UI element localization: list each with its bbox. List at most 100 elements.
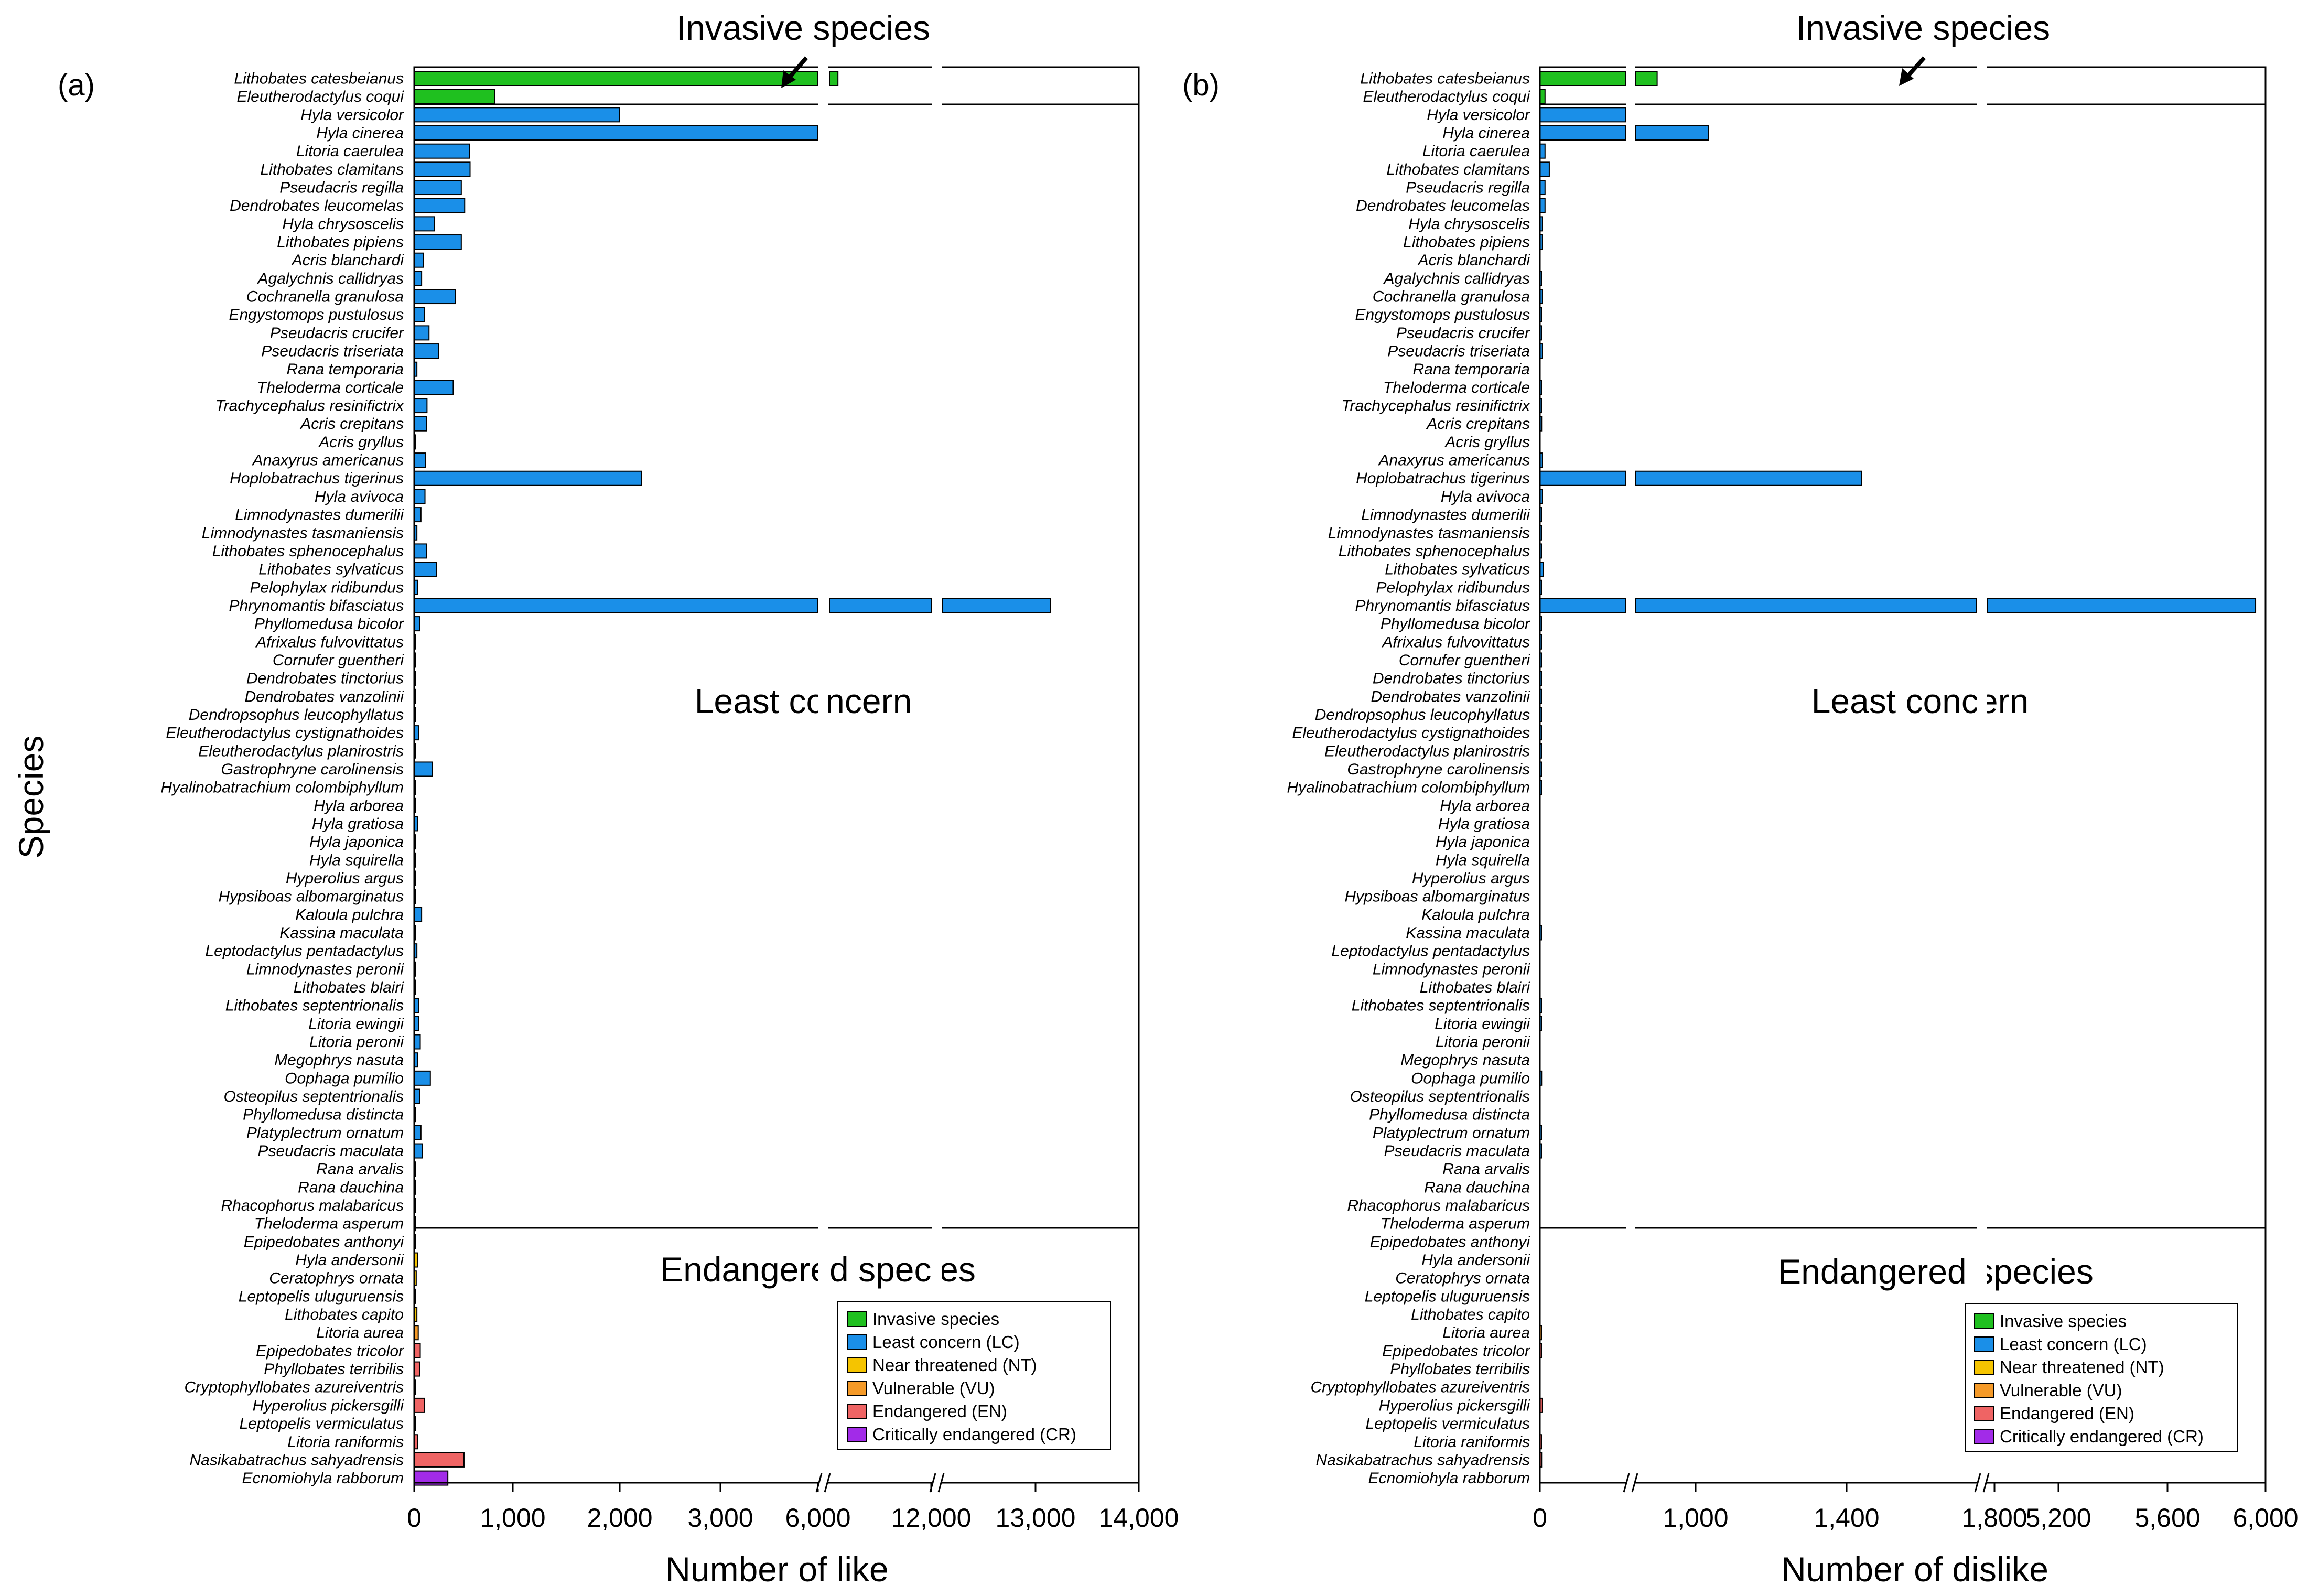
category-label: Pelophylax ridibundus <box>250 579 404 596</box>
category-label: Theloderma asperum <box>1381 1215 1530 1233</box>
x-tick-label: 3,000 <box>687 1503 753 1533</box>
category-label: Ceratophrys ornata <box>269 1270 404 1287</box>
legend-b-frame <box>1965 1303 2238 1452</box>
x-tick-label: 6,000 <box>785 1503 850 1533</box>
bar <box>414 562 437 577</box>
axis-break-gap <box>1977 63 1987 1489</box>
category-label: Cryptophyllobates azureiventris <box>1310 1379 1530 1396</box>
legend-label: Invasive species <box>2000 1311 2127 1331</box>
category-label: Nasikabatrachus sahyadrensis <box>1315 1451 1530 1469</box>
category-label: Anaxyrus americanus <box>1378 452 1530 469</box>
panel-b-endangered-heading: Endangered species <box>1778 1252 2094 1291</box>
category-label: Ecnomiohyla rabborum <box>1368 1470 1530 1487</box>
x-tick-label: 12,000 <box>891 1503 972 1533</box>
category-label: Hyperolius argus <box>1412 870 1530 887</box>
category-label: Leptopelis uluguruensis <box>239 1288 404 1305</box>
category-label: Oophaga pumilio <box>285 1070 404 1087</box>
category-label: Limnodynastes dumerilii <box>1361 506 1530 524</box>
legend-label: Vulnerable (VU) <box>2000 1381 2122 1400</box>
category-label: Hyla andersonii <box>295 1252 404 1269</box>
axis-break-gap <box>932 63 942 1489</box>
panel-b-x-axis-title: Number of dislike <box>1781 1550 2048 1589</box>
category-label: Litoria aurea <box>316 1324 404 1342</box>
category-label: Eleutherodactylus cystignathoides <box>1292 725 1530 742</box>
x-tick-label: 1,800 <box>1961 1503 2027 1533</box>
category-label: Platyplectrum ornatum <box>246 1124 404 1141</box>
axis-break-mark <box>1631 1473 1638 1493</box>
panel-a-bars <box>414 71 1051 1486</box>
bar <box>414 398 428 414</box>
legend: Invasive species Least concern (LC) Near t… <box>837 1301 1111 1450</box>
bar <box>414 89 495 104</box>
bar <box>414 1143 423 1159</box>
legend-label: Endangered (EN) <box>872 1401 1007 1421</box>
panel-b-frame <box>1539 66 2267 1484</box>
legend-swatch <box>1974 1360 1994 1375</box>
bar <box>414 289 456 305</box>
category-label: Acris crepitans <box>1426 415 1530 433</box>
category-label: Engystomops pustulosus <box>1355 306 1530 323</box>
bar <box>414 1361 420 1377</box>
panel-b-category-labels: Lithobates catesbeianus Eleutherodactylus… <box>1287 70 1530 1487</box>
bar <box>414 325 430 341</box>
category-label: Hyla arborea <box>314 797 404 814</box>
category-label: Phyllomedusa bicolor <box>1381 616 1530 633</box>
category-label: Pseudacris maculata <box>1384 1142 1530 1160</box>
legend-label: Invasive species <box>872 1309 999 1329</box>
category-label: Lithobates clamitans <box>261 161 404 178</box>
category-label: Agalychnis callidryas <box>1383 270 1530 287</box>
category-label: Megophrys nasuta <box>1400 1052 1530 1069</box>
category-label: Litoria raniformis <box>1414 1433 1530 1451</box>
bar <box>414 489 426 504</box>
category-label: Nasikabatrachus sahyadrensis <box>189 1451 404 1469</box>
panel-a: (a) Invasive species Least concern Endan… <box>58 8 1179 1589</box>
bar <box>414 507 422 523</box>
category-label: Limnodynastes tasmaniensis <box>1328 524 1530 542</box>
axis-break-mark <box>1982 1473 1990 1493</box>
category-label: Hyla cinerea <box>1442 125 1530 142</box>
category-label: Pelophylax ridibundus <box>1376 579 1530 596</box>
bar <box>414 216 435 232</box>
category-label: Litoria peronii <box>309 1033 404 1051</box>
legend-label: Near threatened (NT) <box>2000 1357 2164 1377</box>
category-label: Hyla squirella <box>1436 851 1530 869</box>
panel-a-x-ticks: 0 1,000 2,000 3,000 6,000 12,000 13,000 14,000 <box>407 1483 1179 1533</box>
axis-break-mark <box>815 1473 823 1493</box>
category-label: Acris blanchardi <box>291 252 405 269</box>
category-label: Acris blanchardi <box>1417 252 1531 269</box>
category-label: Hyla andersonii <box>1421 1252 1530 1269</box>
category-label: Phyllobates terribilis <box>264 1361 404 1378</box>
panel-a-endangered-heading: Endangered species <box>660 1250 976 1289</box>
x-tick-label: 6,000 <box>2232 1503 2298 1533</box>
category-label: Lithobates blairi <box>294 979 404 996</box>
category-label: Litoria ewingii <box>308 1015 404 1032</box>
category-label: Limnodynastes peronii <box>1373 961 1531 978</box>
category-label: Ecnomiohyla rabborum <box>242 1470 404 1487</box>
category-label: Litoria peronii <box>1436 1033 1530 1051</box>
panel-a-least-concern-heading: Least concern <box>695 682 912 720</box>
axis-break-mark <box>824 1473 831 1493</box>
x-tick-label: 14,000 <box>1099 1503 1179 1533</box>
category-label: Pseudacris regilla <box>279 179 404 197</box>
category-label: Hyla avivoca <box>315 488 404 505</box>
category-label: Litoria aurea <box>1442 1324 1530 1342</box>
category-label: Hyla versicolor <box>300 106 404 124</box>
category-label: Leptodactylus pentadactylus <box>205 943 404 960</box>
bar <box>414 1452 465 1468</box>
category-label: Lithobates catesbeianus <box>1360 70 1530 88</box>
legend-swatch <box>1974 1406 1994 1421</box>
panel-a-label: (a) <box>58 68 95 102</box>
category-label: Hyla japonica <box>309 834 404 851</box>
legend-swatch <box>847 1381 867 1396</box>
x-tick-label: 2,000 <box>587 1503 652 1533</box>
legend-swatch <box>847 1334 867 1350</box>
category-label: Lithobates sphenocephalus <box>1339 543 1530 560</box>
legend-label: Critically endangered (CR) <box>872 1425 1076 1444</box>
bar <box>414 543 427 559</box>
legend-swatch <box>1974 1313 1994 1329</box>
y-axis-title: Species <box>12 736 50 859</box>
category-label: Kassina maculata <box>1406 924 1530 942</box>
category-label: Leptopelis vermiculatus <box>1366 1415 1530 1432</box>
axis-break-mark <box>929 1473 936 1493</box>
